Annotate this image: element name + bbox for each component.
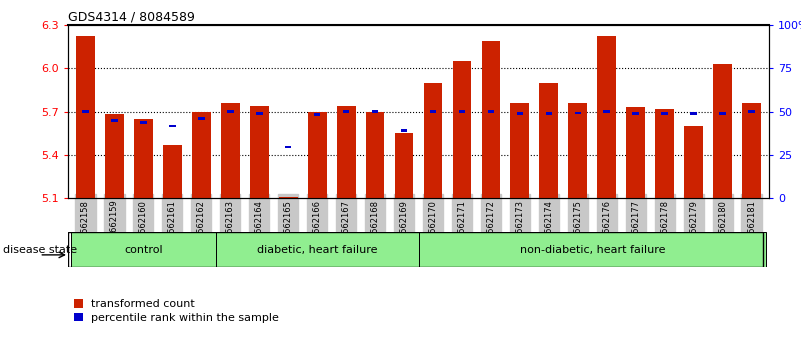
Bar (134, 119, 153, 198)
Text: diabetic, heart failure: diabetic, heart failure (257, 245, 377, 255)
Bar (140, 121, 147, 124)
Text: control: control (124, 245, 163, 255)
Bar (111, 119, 118, 122)
Bar (545, 112, 552, 115)
Bar (400, 129, 408, 132)
Bar (192, 112, 211, 198)
Bar (395, 133, 413, 198)
Bar (655, 109, 674, 198)
Bar (748, 110, 755, 113)
Bar (83, 110, 89, 113)
FancyBboxPatch shape (71, 232, 215, 267)
Text: non-diabetic, heart failure: non-diabetic, heart failure (520, 245, 665, 255)
Bar (603, 110, 610, 113)
Bar (429, 110, 437, 113)
Bar (256, 112, 263, 115)
Bar (308, 112, 327, 198)
Bar (314, 113, 320, 116)
Bar (366, 112, 384, 198)
Bar (221, 103, 239, 198)
Bar (598, 36, 616, 198)
Bar (488, 110, 494, 113)
Bar (539, 82, 558, 198)
Bar (227, 110, 234, 113)
Bar (169, 125, 175, 127)
Bar (743, 103, 761, 198)
Bar (481, 41, 501, 198)
Bar (662, 112, 668, 115)
Bar (684, 126, 703, 198)
Bar (105, 114, 124, 198)
Bar (459, 110, 465, 113)
FancyBboxPatch shape (215, 232, 418, 267)
Text: GDS4314 / 8084589: GDS4314 / 8084589 (68, 11, 195, 24)
Bar (198, 118, 204, 120)
Bar (279, 197, 298, 198)
Legend: transformed count, percentile rank within the sample: transformed count, percentile rank withi… (74, 299, 280, 323)
Bar (719, 112, 726, 115)
Bar (574, 112, 581, 114)
Bar (336, 106, 356, 198)
Bar (510, 103, 529, 198)
Bar (372, 110, 378, 113)
Bar (424, 82, 442, 198)
Bar (76, 36, 95, 198)
Bar (285, 145, 292, 148)
Bar (343, 110, 349, 113)
Bar (163, 145, 182, 198)
Bar (517, 112, 523, 115)
Bar (690, 112, 697, 115)
Text: disease state: disease state (3, 245, 78, 255)
FancyBboxPatch shape (418, 232, 766, 267)
Bar (250, 106, 268, 198)
Bar (453, 61, 471, 198)
Bar (626, 107, 645, 198)
Bar (569, 103, 587, 198)
Bar (633, 112, 639, 115)
Bar (713, 64, 732, 198)
